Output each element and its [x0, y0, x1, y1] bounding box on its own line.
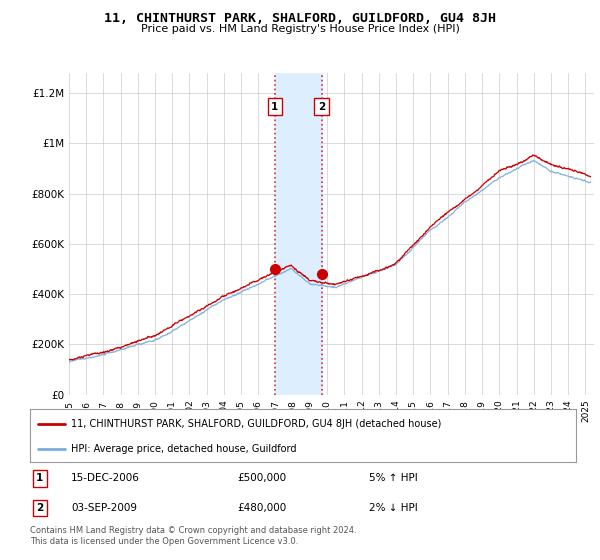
Text: 2% ↓ HPI: 2% ↓ HPI [368, 503, 417, 513]
Text: 2: 2 [318, 101, 325, 111]
Text: 11, CHINTHURST PARK, SHALFORD, GUILDFORD, GU4 8JH (detached house): 11, CHINTHURST PARK, SHALFORD, GUILDFORD… [71, 419, 442, 429]
Text: 15-DEC-2006: 15-DEC-2006 [71, 474, 140, 483]
Text: 1: 1 [36, 474, 43, 483]
Text: 2: 2 [36, 503, 43, 513]
Text: HPI: Average price, detached house, Guildford: HPI: Average price, detached house, Guil… [71, 444, 296, 454]
Text: Price paid vs. HM Land Registry's House Price Index (HPI): Price paid vs. HM Land Registry's House … [140, 24, 460, 34]
Text: 1: 1 [271, 101, 278, 111]
Text: 03-SEP-2009: 03-SEP-2009 [71, 503, 137, 513]
Text: Contains HM Land Registry data © Crown copyright and database right 2024.
This d: Contains HM Land Registry data © Crown c… [30, 526, 356, 546]
Text: £480,000: £480,000 [238, 503, 287, 513]
Text: 11, CHINTHURST PARK, SHALFORD, GUILDFORD, GU4 8JH: 11, CHINTHURST PARK, SHALFORD, GUILDFORD… [104, 12, 496, 25]
Text: £500,000: £500,000 [238, 474, 287, 483]
Bar [275, 73, 322, 395]
Text: 5% ↑ HPI: 5% ↑ HPI [368, 474, 417, 483]
